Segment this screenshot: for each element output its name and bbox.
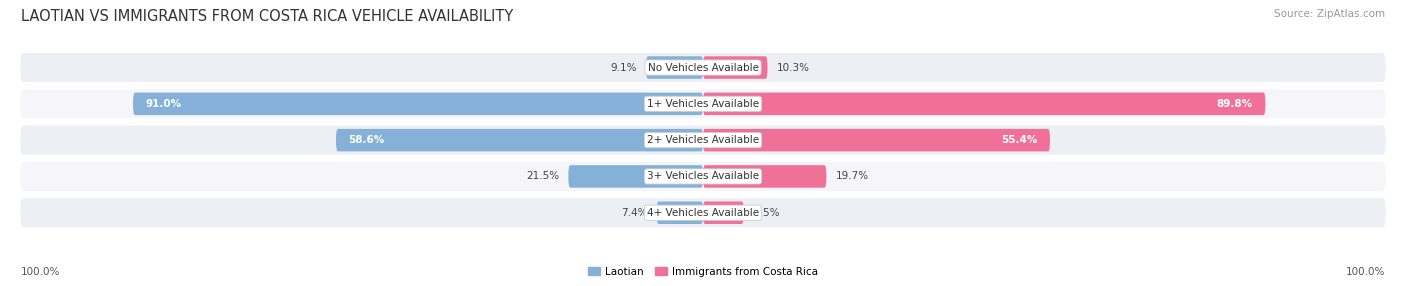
Text: 3+ Vehicles Available: 3+ Vehicles Available (647, 171, 759, 181)
FancyBboxPatch shape (703, 56, 768, 79)
Text: 7.4%: 7.4% (621, 208, 647, 218)
FancyBboxPatch shape (20, 89, 1386, 118)
Text: 4+ Vehicles Available: 4+ Vehicles Available (647, 208, 759, 218)
Legend: Laotian, Immigrants from Costa Rica: Laotian, Immigrants from Costa Rica (583, 263, 823, 281)
FancyBboxPatch shape (20, 53, 1386, 82)
FancyBboxPatch shape (645, 56, 703, 79)
Text: 2+ Vehicles Available: 2+ Vehicles Available (647, 135, 759, 145)
Text: 6.5%: 6.5% (754, 208, 779, 218)
FancyBboxPatch shape (703, 201, 744, 224)
FancyBboxPatch shape (703, 93, 1265, 115)
Text: 1+ Vehicles Available: 1+ Vehicles Available (647, 99, 759, 109)
FancyBboxPatch shape (20, 126, 1386, 155)
Text: 91.0%: 91.0% (146, 99, 181, 109)
Text: 58.6%: 58.6% (349, 135, 385, 145)
Text: 21.5%: 21.5% (526, 171, 560, 181)
Text: 19.7%: 19.7% (835, 171, 869, 181)
Text: Source: ZipAtlas.com: Source: ZipAtlas.com (1274, 9, 1385, 19)
Text: 55.4%: 55.4% (1001, 135, 1038, 145)
FancyBboxPatch shape (20, 198, 1386, 227)
Text: 100.0%: 100.0% (21, 267, 60, 277)
FancyBboxPatch shape (568, 165, 703, 188)
FancyBboxPatch shape (657, 201, 703, 224)
Text: LAOTIAN VS IMMIGRANTS FROM COSTA RICA VEHICLE AVAILABILITY: LAOTIAN VS IMMIGRANTS FROM COSTA RICA VE… (21, 9, 513, 23)
Text: 9.1%: 9.1% (610, 63, 637, 73)
FancyBboxPatch shape (703, 129, 1050, 151)
Text: 100.0%: 100.0% (1346, 267, 1385, 277)
FancyBboxPatch shape (134, 93, 703, 115)
FancyBboxPatch shape (703, 165, 827, 188)
Text: No Vehicles Available: No Vehicles Available (648, 63, 758, 73)
Text: 89.8%: 89.8% (1216, 99, 1253, 109)
FancyBboxPatch shape (336, 129, 703, 151)
FancyBboxPatch shape (20, 162, 1386, 191)
Text: 10.3%: 10.3% (778, 63, 810, 73)
